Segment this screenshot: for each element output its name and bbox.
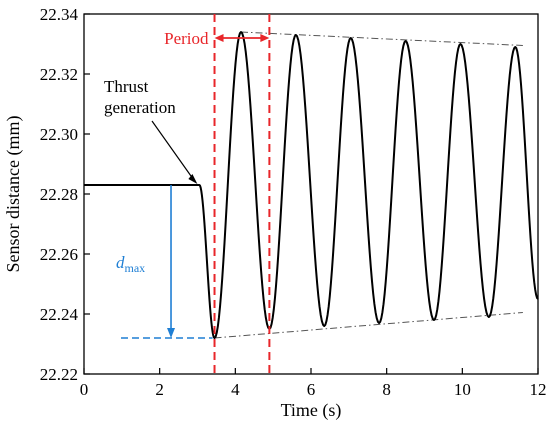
period-arrow-head-right	[260, 34, 270, 42]
period-label: Period	[164, 29, 209, 48]
thrust-arrow-head	[188, 174, 198, 184]
x-axis-title: Time (s)	[281, 400, 342, 421]
upper-envelope-line	[240, 31, 523, 46]
dmax-arrow-head	[167, 328, 176, 338]
thrust-arrow	[151, 120, 193, 179]
dmax-label: dmax	[116, 253, 145, 275]
y-tick-label: 22.22	[40, 365, 78, 384]
y-tick-label: 22.26	[40, 245, 78, 264]
period-arrow-head-left	[214, 34, 224, 42]
x-tick-label: 6	[307, 380, 316, 399]
x-tick-label: 12	[530, 380, 547, 399]
y-axis-ticks: 22.22 22.24 22.26 22.28 22.30 22.32 22.34	[40, 5, 90, 384]
x-tick-label: 8	[382, 380, 391, 399]
dmax-label-main: d	[116, 253, 125, 272]
x-tick-label: 2	[155, 380, 164, 399]
thrust-label-line2: generation	[104, 98, 176, 117]
sensor-distance-series-line	[84, 31, 539, 339]
y-tick-label: 22.28	[40, 185, 78, 204]
y-tick-label: 22.24	[40, 305, 79, 324]
y-tick-label: 22.30	[40, 125, 78, 144]
y-tick-label: 22.32	[40, 65, 78, 84]
y-axis-title: Sensor distance (mm)	[3, 116, 24, 273]
dmax-label-subscript: max	[125, 261, 146, 275]
thrust-label-line1: Thrust	[104, 77, 149, 96]
x-tick-label: 10	[454, 380, 471, 399]
x-tick-label: 4	[231, 380, 240, 399]
x-axis-ticks: 0 2 4 6 8 10 12	[80, 368, 547, 399]
y-tick-label: 22.34	[40, 5, 79, 24]
lower-envelope-line	[214, 312, 523, 339]
x-tick-label: 0	[80, 380, 89, 399]
